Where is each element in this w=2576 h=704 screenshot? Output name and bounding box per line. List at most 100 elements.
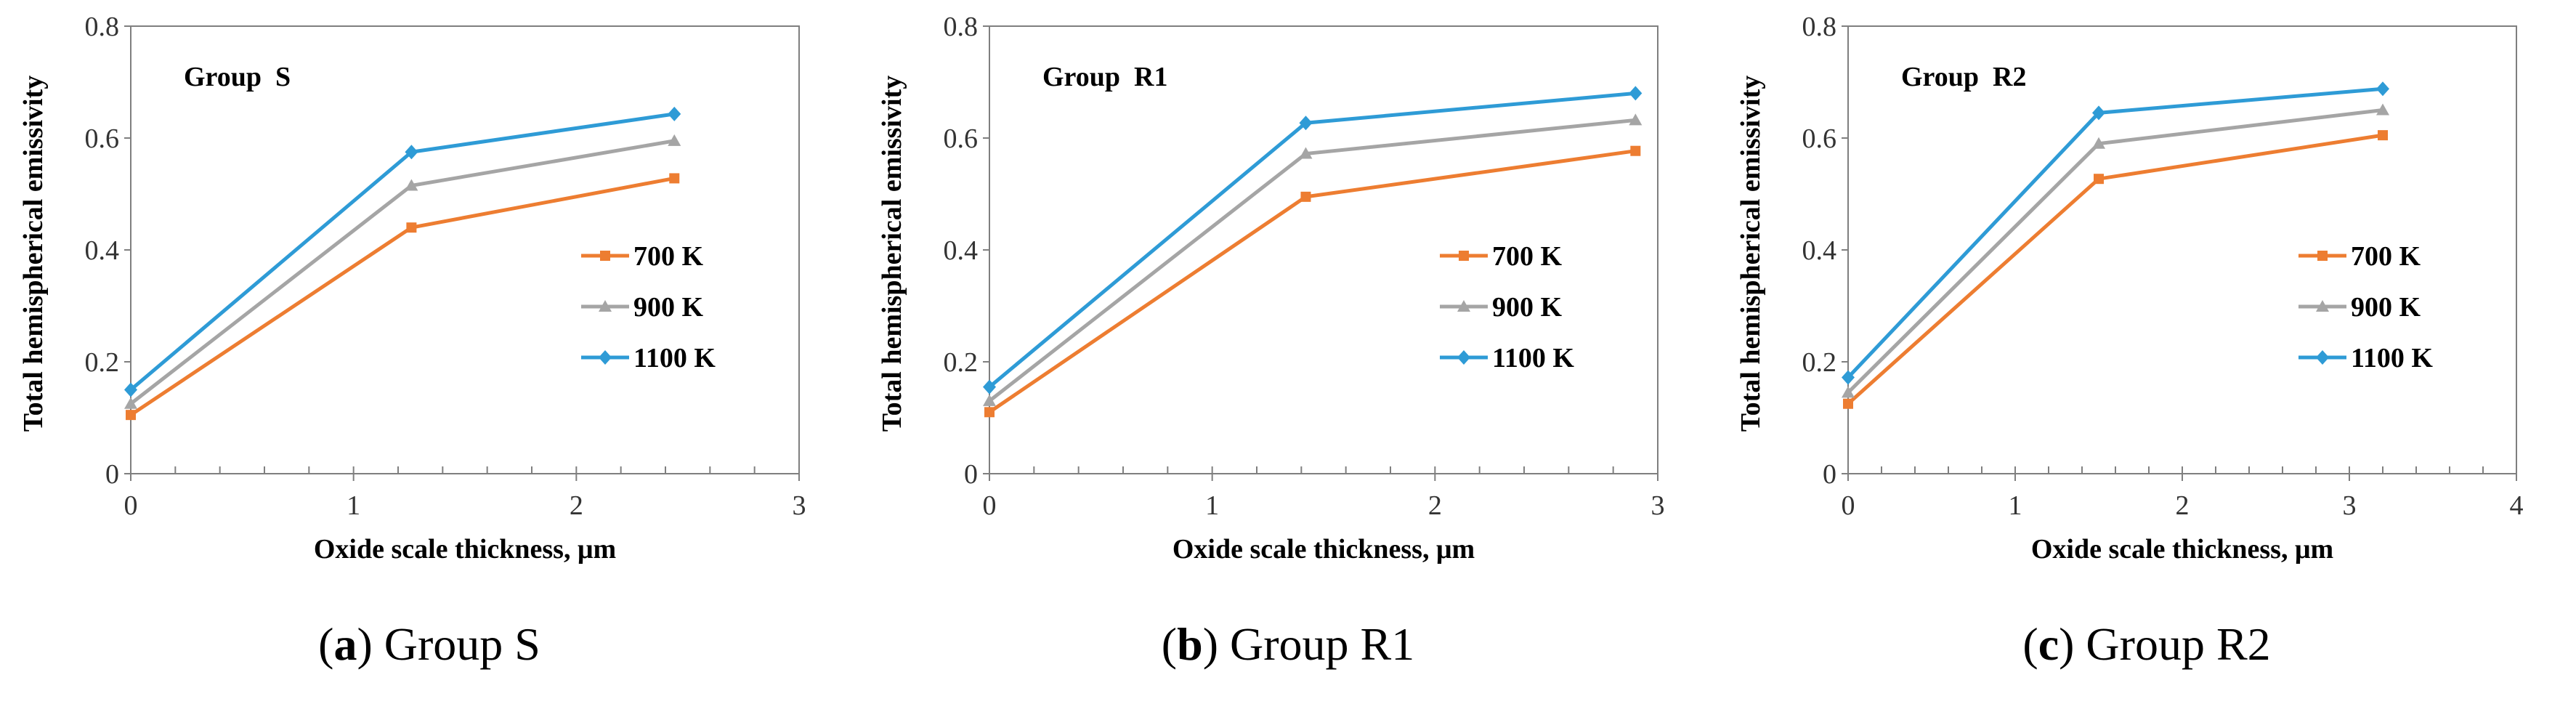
caption-b: (b) Group R1 <box>1161 618 1415 670</box>
legend: 700 K 900 K 1100 K <box>2298 241 2433 373</box>
series-700-k <box>126 173 680 421</box>
series-line-700-k <box>129 176 675 417</box>
series-line-900-k <box>1847 108 2383 395</box>
x-tick-label: 3 <box>793 490 806 521</box>
group-label: Group R2 <box>1901 62 2026 92</box>
legend: 700 K 900 K 1100 K <box>581 241 716 373</box>
caption-text-b: Group R1 <box>1230 618 1415 670</box>
series-900-k <box>1842 103 2389 398</box>
chart-svg-b: 0 0.2 0.4 0.6 0.8 0 1 2 3 Oxide scale thickness, … <box>877 12 1665 565</box>
x-tick-label: 0 <box>124 490 138 521</box>
x-tick-label: 3 <box>2343 490 2357 521</box>
y-tick-label: 0.8 <box>1802 12 1837 42</box>
data-point-1100-k <box>405 145 418 160</box>
series-700-k <box>1843 130 2388 409</box>
legend-marker-1100-k <box>599 350 612 365</box>
x-tick-label: 0 <box>1842 490 1855 521</box>
x-tick-label: 2 <box>2176 490 2190 521</box>
x-tick-label: 2 <box>1428 490 1442 521</box>
data-point-900-k <box>1629 113 1643 126</box>
y-axis-title: Total hemispherical emissivity <box>877 76 907 432</box>
y-tick-label: 0.2 <box>944 347 979 378</box>
caption-letter-c: c <box>2038 618 2059 670</box>
data-point-1100-k <box>1299 116 1313 131</box>
legend-marker-1100-k <box>2316 350 2329 365</box>
legend-label-900-k: 900 K <box>2351 292 2421 323</box>
legend-marker-700-k <box>1459 251 1469 261</box>
legend-label-1100-k: 1100 K <box>633 343 716 373</box>
data-point-700-k <box>2378 130 2388 141</box>
caption-a: (a) Group S <box>318 618 540 670</box>
chart-panel-b: 0 0.2 0.4 0.6 0.8 0 1 2 3 Oxide scale thickness, … <box>859 0 1717 704</box>
series-1100-k <box>1842 81 2389 385</box>
y-tick-label: 0.4 <box>85 235 120 266</box>
caption-c: (c) Group R2 <box>2022 618 2271 670</box>
x-tick-label: 1 <box>347 490 360 521</box>
legend-marker-1100-k <box>1457 350 1470 365</box>
x-axis-title: Oxide scale thickness, μm <box>1172 534 1475 565</box>
y-tick-label: 0.6 <box>1802 124 1837 154</box>
data-point-900-k <box>124 397 137 409</box>
data-point-700-k <box>1843 398 1853 409</box>
x-tick-label: 4 <box>2510 490 2524 521</box>
x-tick-label: 1 <box>2009 490 2022 521</box>
chart-panel-c: 0 0.2 0.4 0.6 0.8 0 1 2 3 4 Oxide scale thickness,… <box>1717 0 2576 704</box>
x-axis-title: Oxide scale thickness, μm <box>314 534 616 565</box>
data-point-1100-k <box>668 106 681 121</box>
y-tick-label: 0.6 <box>944 124 979 154</box>
legend-marker-900-k <box>1457 300 1470 312</box>
legend-marker-700-k <box>2317 251 2328 261</box>
legend-label-1100-k: 1100 K <box>2351 343 2433 373</box>
y-tick-label: 0.2 <box>85 347 120 378</box>
series-1100-k <box>983 86 1643 395</box>
y-tick-label: 0.8 <box>85 12 120 42</box>
legend-label-900-k: 900 K <box>1492 292 1563 323</box>
legend-label-900-k: 900 K <box>633 292 704 323</box>
x-tick-label: 2 <box>570 490 583 521</box>
y-tick-label: 0 <box>1823 459 1836 490</box>
y-axis-title: Total hemispherical emissivity <box>1735 76 1766 432</box>
x-tick-label: 0 <box>983 490 997 521</box>
x-axis-title: Oxide scale thickness, μm <box>2031 534 2333 565</box>
data-point-700-k <box>669 173 680 184</box>
data-point-1100-k <box>124 382 137 397</box>
caption-letter-b: b <box>1177 618 1203 670</box>
series-900-k <box>124 134 681 409</box>
data-point-700-k <box>984 407 995 418</box>
data-point-700-k <box>1300 191 1311 202</box>
chart-svg-a: 0 0.2 0.4 0.6 0.8 0 1 2 3 Oxide scale thickness, … <box>18 12 806 565</box>
legend-label-1100-k: 1100 K <box>1492 343 1574 373</box>
caption-letter-a: a <box>333 618 357 670</box>
legend-marker-700-k <box>600 251 610 261</box>
data-point-1100-k <box>2376 81 2389 97</box>
legend-marker-900-k <box>599 300 612 312</box>
series-line-700-k <box>1847 133 2383 405</box>
group-label: Group R1 <box>1042 62 1167 92</box>
chart-svg-c: 0 0.2 0.4 0.6 0.8 0 1 2 3 4 Oxide scale thickness,… <box>1735 12 2524 565</box>
series-1100-k <box>124 106 681 397</box>
data-point-700-k <box>126 410 136 421</box>
series-900-k <box>983 113 1643 406</box>
legend: 700 K 900 K 1100 K <box>1440 241 1574 373</box>
y-tick-label: 0 <box>105 459 119 490</box>
data-point-1100-k <box>1842 370 1855 385</box>
y-tick-label: 0.6 <box>85 124 120 154</box>
y-axis-title: Total hemispherical emissivity <box>18 76 49 432</box>
data-point-1100-k <box>2092 105 2105 121</box>
legend-label-700-k: 700 K <box>633 241 704 272</box>
data-point-700-k <box>2094 174 2104 185</box>
caption-text-c: Group R2 <box>2086 618 2271 670</box>
x-tick-label: 1 <box>1205 490 1219 521</box>
y-tick-label: 0.8 <box>944 12 979 42</box>
data-point-900-k <box>668 134 681 146</box>
y-tick-label: 0 <box>964 459 978 490</box>
y-tick-label: 0.4 <box>944 235 979 266</box>
legend-marker-900-k <box>2316 300 2329 312</box>
data-point-1100-k <box>1629 86 1643 101</box>
data-point-900-k <box>1842 386 1855 398</box>
legend-label-700-k: 700 K <box>2351 241 2421 272</box>
data-point-900-k <box>2092 137 2105 149</box>
data-point-900-k <box>983 394 996 406</box>
data-point-1100-k <box>983 379 996 395</box>
chart-panel-a: 0 0.2 0.4 0.6 0.8 0 1 2 3 Oxide scale thickness, … <box>0 0 859 704</box>
